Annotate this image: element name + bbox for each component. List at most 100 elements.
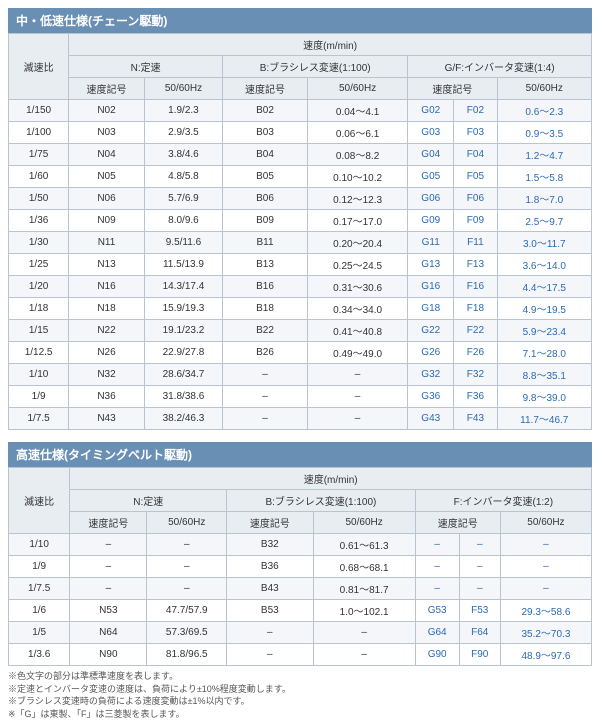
cell: 0.34～34.0: [307, 298, 407, 320]
cell: 19.1/23.2: [144, 320, 222, 342]
cell: B32: [227, 534, 313, 556]
cell: F05: [454, 166, 497, 188]
cell: 1/36: [9, 210, 69, 232]
cell: 0.6～2.3: [497, 100, 591, 122]
cell: 48.9～97.6: [500, 644, 591, 666]
cell: –: [313, 622, 415, 644]
cell: 1/60: [9, 166, 69, 188]
cell: N13: [69, 254, 145, 276]
t2-cg1: B:ブラシレス変速(1:100): [227, 490, 416, 512]
table-row: 1/30N119.5/11.6B110.20～20.4G11F113.0～11.…: [9, 232, 592, 254]
cell: G26: [408, 342, 454, 364]
cell: N43: [69, 408, 145, 430]
t2-ratio-head: 滅速比: [9, 468, 70, 534]
cell: –: [415, 556, 459, 578]
cell: G18: [408, 298, 454, 320]
cell: N02: [69, 100, 145, 122]
cell: 9.8～39.0: [497, 386, 591, 408]
cell: 0.25～24.5: [307, 254, 407, 276]
cell: –: [223, 386, 308, 408]
table-row: 1/5N6457.3/69.5––G64F6435.2～70.3: [9, 622, 592, 644]
cell: N36: [69, 386, 145, 408]
cell: N22: [69, 320, 145, 342]
cell: G13: [408, 254, 454, 276]
cell: –: [70, 578, 147, 600]
cell: –: [307, 386, 407, 408]
table-row: 1/6N5347.7/57.9B531.0～102.1G53F5329.3～58…: [9, 600, 592, 622]
cell: 2.9/3.5: [144, 122, 222, 144]
t2-sh4: 速度記号: [415, 512, 500, 534]
cell: 11.5/13.9: [144, 254, 222, 276]
cell: 1/10: [9, 364, 69, 386]
cell: 1/150: [9, 100, 69, 122]
cell: 38.2/46.3: [144, 408, 222, 430]
t2-sh2: 速度記号: [227, 512, 313, 534]
cell: 0.41～40.8: [307, 320, 407, 342]
cell: B03: [223, 122, 308, 144]
table2: 滅速比速度(m/min) N:定速B:ブラシレス変速(1:100)F:インバータ…: [8, 467, 592, 666]
cell: 0.20～20.4: [307, 232, 407, 254]
t1-cg2: G/F:インバータ変速(1:4): [408, 56, 592, 78]
cell: 0.08～8.2: [307, 144, 407, 166]
cell: 1/30: [9, 232, 69, 254]
table-row: 1/7.5N4338.2/46.3––G43F4311.7～46.7: [9, 408, 592, 430]
note3: ※「G」は東製、「F」は三菱製を表します。: [8, 708, 592, 721]
cell: G36: [408, 386, 454, 408]
cell: N53: [70, 600, 147, 622]
cell: 1.8～7.0: [497, 188, 591, 210]
table-row: 1/36N098.0/9.6B090.17～17.0G09F092.5～9.7: [9, 210, 592, 232]
cell: 1/10: [9, 534, 70, 556]
cell: 1/25: [9, 254, 69, 276]
t1-sh5: 50/60Hz: [497, 78, 591, 100]
cell: 0.10～10.2: [307, 166, 407, 188]
cell: G06: [408, 188, 454, 210]
cell: 0.68～68.1: [313, 556, 415, 578]
cell: B11: [223, 232, 308, 254]
cell: F04: [454, 144, 497, 166]
cell: 1.9/2.3: [144, 100, 222, 122]
cell: 3.8/4.6: [144, 144, 222, 166]
cell: –: [70, 534, 147, 556]
cell: 0.49～49.0: [307, 342, 407, 364]
t1-sh3: 50/60Hz: [307, 78, 407, 100]
cell: –: [223, 364, 308, 386]
cell: –: [313, 644, 415, 666]
cell: –: [307, 408, 407, 430]
cell: 0.17～17.0: [307, 210, 407, 232]
cell: 1/6: [9, 600, 70, 622]
footnotes: ※色文字の部分は準標準速度を表します。 ※定速とインバータ変速の速度は、負荷によ…: [8, 670, 592, 720]
note1: ※定速とインバータ変速の速度は、負荷により±10%程度変動します。: [8, 683, 592, 696]
cell: G90: [415, 644, 459, 666]
cell: F16: [454, 276, 497, 298]
cell: G09: [408, 210, 454, 232]
cell: –: [415, 534, 459, 556]
cell: –: [459, 534, 500, 556]
cell: –: [147, 556, 227, 578]
cell: –: [307, 364, 407, 386]
cell: –: [147, 534, 227, 556]
table-row: 1/60N054.8/5.8B050.10～10.2G05F051.5～5.8: [9, 166, 592, 188]
cell: G16: [408, 276, 454, 298]
cell: 1/7.5: [9, 578, 70, 600]
cell: 1/12.5: [9, 342, 69, 364]
cell: 1/7.5: [9, 408, 69, 430]
t1-sh2: 速度記号: [223, 78, 308, 100]
table-row: 1/18N1815.9/19.3B180.34～34.0G18F184.9～19…: [9, 298, 592, 320]
cell: 1/75: [9, 144, 69, 166]
cell: 1/3.6: [9, 644, 70, 666]
cell: B16: [223, 276, 308, 298]
cell: 15.9/19.3: [144, 298, 222, 320]
t2-sh3: 50/60Hz: [313, 512, 415, 534]
cell: 28.6/34.7: [144, 364, 222, 386]
cell: 1/18: [9, 298, 69, 320]
table-row: 1/25N1311.5/13.9B130.25～24.5G13F133.6～14…: [9, 254, 592, 276]
table-row: 1/15N2219.1/23.2B220.41～40.8G22F225.9～23…: [9, 320, 592, 342]
cell: F64: [459, 622, 500, 644]
cell: 0.12～12.3: [307, 188, 407, 210]
t1-speed-head: 速度(m/min): [69, 34, 592, 56]
cell: F32: [454, 364, 497, 386]
cell: G03: [408, 122, 454, 144]
cell: 14.3/17.4: [144, 276, 222, 298]
cell: –: [500, 578, 591, 600]
cell: 1/5: [9, 622, 70, 644]
